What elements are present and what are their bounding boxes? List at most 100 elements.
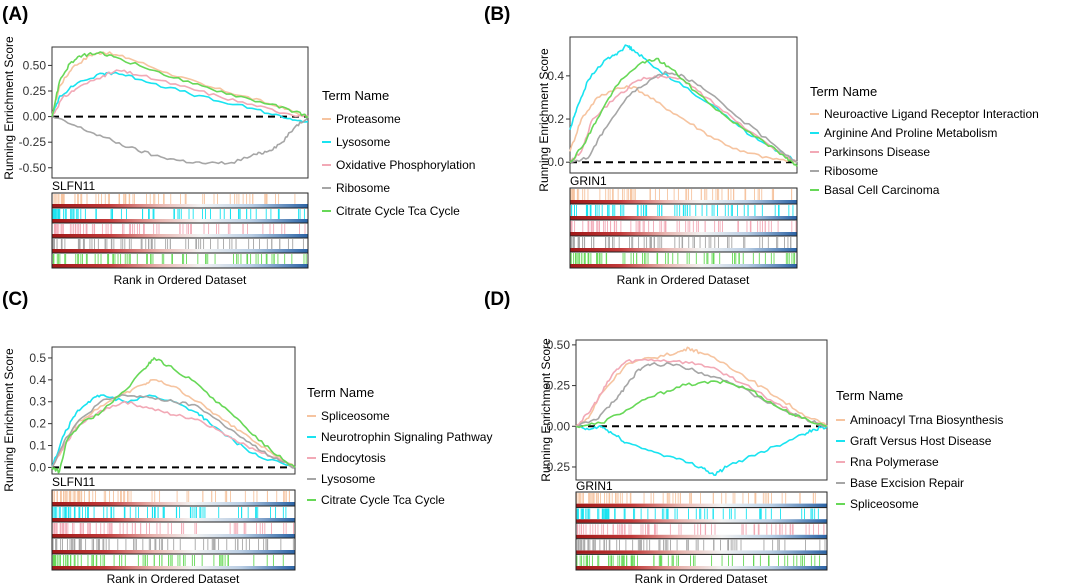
rank-gradient [576, 566, 827, 570]
y-tick-label: 0.25 [547, 379, 571, 393]
panel-label: (C) [2, 289, 28, 310]
series-line-5 [51, 357, 296, 474]
gene-label: SLFN11 [52, 475, 95, 489]
legend-item-label: Ribosome [336, 181, 390, 195]
gene-hit-marks [52, 254, 307, 264]
y-axis-label: Running Enrichment Score [537, 48, 551, 192]
rank-gradient [52, 550, 295, 554]
y-axis-label: Running Enrichment Score [539, 338, 553, 482]
enrichment-lines [569, 44, 798, 167]
series-line-2 [51, 394, 296, 469]
series-line-1 [569, 85, 798, 163]
gene-hit-marks [52, 239, 304, 249]
gene-hit-marks [52, 507, 287, 518]
rank-gradient [570, 200, 797, 204]
gene-hit-marks [577, 539, 826, 551]
legend-title: Term Name [810, 84, 877, 99]
series-line-5 [569, 57, 798, 167]
gene-hit-marks [53, 224, 306, 234]
gene-label: GRIN1 [576, 479, 613, 493]
x-axis-label: Rank in Ordered Dataset [617, 273, 750, 287]
legend-item-label: Neurotrophin Signaling Pathway [321, 430, 492, 444]
series-line-4 [51, 115, 309, 165]
series-line-1 [51, 51, 309, 118]
series-line-2 [575, 425, 828, 476]
y-tick-label: 0.5 [29, 351, 46, 365]
rank-gradient [52, 219, 308, 223]
series-line-5 [51, 51, 309, 119]
legend-item-label: Ribosome [824, 164, 878, 178]
gene-hit-marks [576, 493, 816, 504]
legend-item-label: Spliceosome [321, 409, 390, 423]
y-tick-label: 0.00 [547, 419, 571, 433]
series-line-5 [575, 379, 828, 429]
gene-hit-marks [570, 253, 796, 264]
rank-gradient [570, 264, 797, 268]
rank-gradient [52, 534, 295, 538]
gene-hit-marks [576, 555, 821, 566]
legend: Proteasome Lysosome Oxidative Phosphorylat… [322, 112, 475, 218]
y-tick-label: 0.2 [29, 417, 46, 431]
panel-a: (A) Running Enrichment Score 0.50 0.25 0.0… [2, 4, 475, 287]
plot-frame [51, 46, 309, 179]
legend: Neuroactive Ligand Receptor Interaction A… [810, 107, 1039, 197]
panel-c: (C) Running Enrichment Score 0.50.40.30.… [2, 289, 492, 586]
series-line-2 [51, 71, 309, 123]
y-ticks: 0.5 0.4 0.3 0.2 0.1 0.0 [29, 351, 52, 474]
plot-frame [51, 346, 296, 475]
rank-heatmap [569, 187, 798, 269]
legend-item-label: Parkinsons Disease [824, 145, 930, 159]
gene-label: SLFN11 [52, 179, 95, 193]
rank-gradient [52, 204, 308, 208]
gene-hit-marks [52, 209, 305, 219]
plot-frame [575, 339, 828, 481]
x-axis-label: Rank in Ordered Dataset [114, 273, 247, 287]
y-ticks: 0.50 0.25 0.00 -0.25 -0.50 [19, 58, 52, 175]
legend-item-label: Graft Versus Host Disease [850, 434, 992, 448]
legend-item-label: Citrate Cycle Tca Cycle [321, 493, 445, 507]
series-line-4 [569, 70, 798, 163]
gene-hit-marks [576, 524, 825, 535]
legend-item-label: Rna Polymerase [850, 455, 939, 469]
y-tick-label: 0.4 [29, 373, 46, 387]
legend-item-label: Citrate Cycle Tca Cycle [336, 204, 460, 218]
series-line-3 [51, 69, 309, 118]
enrichment-lines [575, 346, 828, 476]
rank-heatmap [51, 489, 296, 571]
legend: Spliceosome Neurotrophin Signaling Pathwa… [307, 409, 492, 507]
rank-gradient [52, 234, 308, 238]
rank-gradient [576, 519, 827, 523]
gene-hit-marks [570, 237, 792, 248]
y-tick-label: 0.2 [547, 112, 564, 126]
enrichment-lines [51, 357, 296, 474]
y-tick-label: 0.1 [29, 439, 46, 453]
series-line-3 [575, 358, 828, 428]
legend-item-label: Lysosome [336, 135, 391, 149]
legend-item-label: Base Excision Repair [850, 476, 964, 490]
rank-gradient [570, 232, 797, 236]
rank-gradient [52, 249, 308, 253]
legend-title: Term Name [836, 388, 903, 403]
y-tick-label: 0.50 [23, 58, 47, 72]
gene-hit-marks [576, 508, 819, 520]
panel-label: (D) [484, 289, 510, 310]
series-line-2 [569, 44, 798, 163]
rank-gradient [576, 550, 827, 554]
gene-hit-marks [570, 221, 797, 232]
legend-item-label: Aminoacyl Trna Biosynthesis [850, 413, 1003, 427]
y-tick-label: 0.0 [547, 155, 564, 169]
rank-gradient [52, 264, 308, 268]
series-line-4 [51, 394, 296, 469]
x-axis-label: Rank in Ordered Dataset [635, 572, 768, 586]
legend-item-label: Basal Cell Carcinoma [824, 183, 940, 197]
y-tick-label: 0.00 [23, 110, 47, 124]
legend-item-label: Endocytosis [321, 451, 386, 465]
y-tick-label: 0.0 [29, 460, 46, 474]
series-line-3 [51, 400, 296, 469]
rank-gradient [576, 503, 827, 508]
legend-item-label: Oxidative Phosphorylation [336, 158, 475, 172]
legend-item-label: Arginine And Proline Metabolism [824, 126, 997, 140]
legend-item-label: Spliceosome [850, 497, 919, 511]
y-ticks: 0.50 0.25 0.00 -0.25 [543, 338, 576, 474]
